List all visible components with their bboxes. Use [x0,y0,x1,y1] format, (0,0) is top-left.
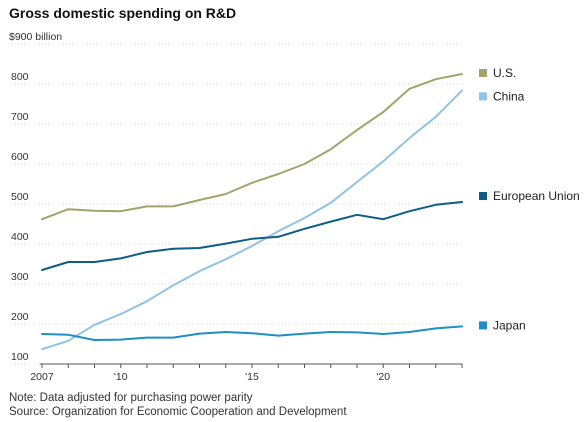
series-line [41,201,463,271]
series-line [41,73,463,221]
y-tick-label: 100 [11,351,29,363]
series-line [41,325,463,341]
chart-title: Gross domestic spending on R&D [9,5,237,21]
y-tick-label: 600 [11,151,29,163]
chart-note: Note: Data adjusted for purchasing power… [9,392,253,404]
y-unit-label: $900 billion [9,31,62,43]
legend-swatch [479,92,487,101]
y-tick-label: 700 [11,111,29,123]
legend-label: Japan [493,318,526,332]
x-tick-label: '10 [114,371,128,383]
x-tick-label: '15 [245,371,259,383]
y-tick-label: 400 [11,231,29,243]
y-tick-label: 800 [11,71,29,83]
legend-label: European Union [493,189,580,203]
y-tick-label: 500 [11,191,29,203]
legend-swatch [479,192,487,200]
legend-swatch [479,69,487,77]
legend-label: China [493,89,525,103]
y-tick-label: 300 [11,271,29,283]
y-tick-label: 200 [11,311,29,323]
legend-swatch [479,321,487,330]
line-chart: $900 billion 100 200 300 400 500 600 700 800 200… [9,31,580,383]
chart-source: Source: Organization for Economic Cooper… [9,406,347,418]
x-tick-label: '20 [376,371,390,383]
legend-label: U.S. [493,66,516,80]
series-line [41,89,463,351]
x-tick-label: 2007 [30,371,54,383]
